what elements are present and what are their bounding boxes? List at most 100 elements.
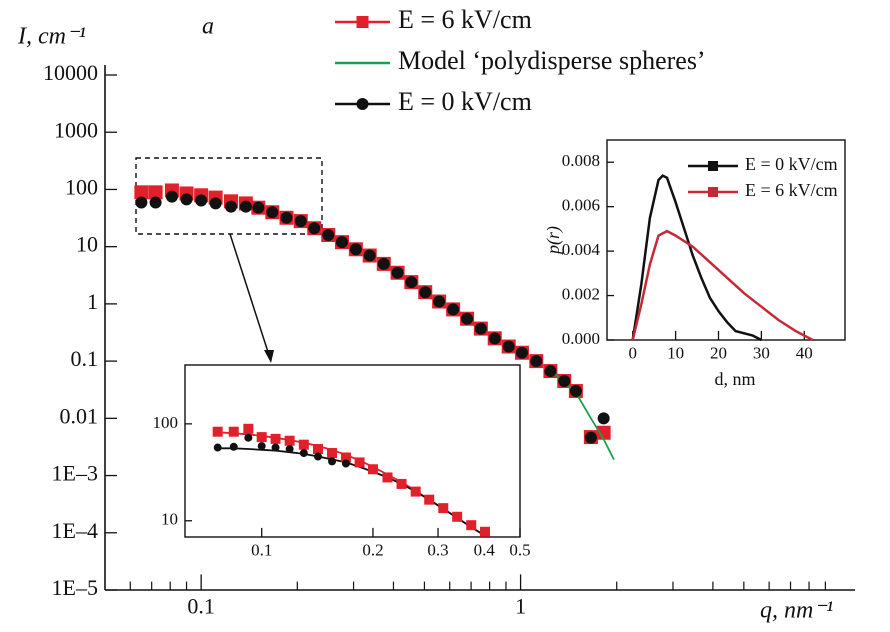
circle-marker: [280, 211, 293, 224]
y-tick-label: 0.000: [562, 329, 600, 348]
y-tick-label: 0.1: [71, 346, 99, 371]
circle-marker: [391, 266, 404, 279]
circle-marker: [224, 200, 237, 213]
circle-marker: [405, 276, 418, 289]
circle-marker: [515, 346, 528, 359]
square-marker: [596, 425, 611, 440]
circle-marker: [569, 385, 582, 398]
circle-marker: [419, 286, 432, 299]
circle-marker: [165, 190, 178, 203]
circle-marker: [313, 452, 322, 461]
square-marker: [354, 457, 365, 468]
x-tick-label: 0: [628, 343, 637, 362]
y-tick-label: 100: [65, 174, 98, 199]
y-axis-label: p(r): [543, 226, 564, 256]
circle-marker: [213, 443, 222, 452]
circle-marker: [558, 374, 571, 387]
circle-marker: [474, 322, 487, 335]
square-marker: [256, 432, 267, 443]
x-axis-label: q, nm⁻¹: [760, 598, 833, 624]
legend-label: E = 0 kV/cm: [398, 87, 532, 116]
y-tick-label: 1: [87, 289, 98, 314]
square-marker: [452, 511, 463, 522]
circle-marker: [195, 194, 208, 207]
x-tick-label: 0.5: [509, 540, 530, 559]
circle-marker: [433, 295, 446, 308]
y-tick-label: 0.008: [562, 151, 600, 170]
circle-marker: [244, 433, 253, 442]
square-marker: [367, 464, 378, 475]
circle-marker: [349, 243, 362, 256]
circle-marker: [597, 412, 610, 425]
circle-marker: [266, 206, 279, 219]
square-marker: [340, 452, 351, 463]
square-marker: [424, 494, 435, 505]
series-line: [631, 174, 762, 342]
square-marker: [312, 444, 323, 455]
circle-marker: [341, 459, 350, 468]
zoom-arrow: [229, 233, 269, 353]
legend-label: E = 0 kV/cm: [745, 154, 838, 174]
y-tick-label: 0.006: [562, 196, 600, 215]
square-marker: [243, 423, 254, 434]
x-tick-label: 0.1: [251, 540, 272, 559]
square-marker: [134, 185, 149, 200]
plot-frame: [184, 364, 521, 538]
x-tick-label: 0.1: [187, 594, 215, 619]
square-marker: [466, 520, 477, 531]
square-marker: [228, 426, 239, 437]
square-marker: [212, 426, 223, 437]
x-tick-label: 1: [515, 594, 526, 619]
panel-label: a: [202, 14, 214, 40]
x-tick-label: 20: [710, 343, 727, 362]
square-marker: [438, 503, 449, 514]
x-tick-label: 30: [753, 343, 770, 362]
y-tick-label: 0.002: [562, 284, 600, 303]
legend-marker: [356, 98, 369, 110]
y-tick-label: 1E–4: [52, 518, 98, 543]
circle-marker: [257, 442, 266, 451]
legend-marker: [356, 16, 369, 28]
circle-marker: [584, 431, 597, 444]
legend-marker: [708, 187, 718, 197]
y-tick-label: 100: [153, 413, 179, 432]
circle-marker: [180, 193, 193, 206]
square-marker: [396, 478, 407, 489]
legend-label: E = 6 kV/cm: [745, 180, 838, 200]
circle-marker: [530, 355, 543, 368]
square-marker: [298, 439, 309, 450]
y-tick-label: 1000: [54, 117, 98, 142]
x-axis-label: d, nm: [714, 369, 755, 389]
y-tick-label: 10: [161, 510, 178, 529]
circle-marker: [299, 449, 308, 458]
circle-marker: [294, 215, 307, 228]
arrow-head: [264, 350, 274, 363]
square-marker: [270, 433, 281, 444]
x-tick-label: 0.2: [362, 540, 383, 559]
circle-marker: [308, 222, 321, 235]
circle-marker: [544, 365, 557, 378]
circle-marker: [502, 340, 515, 353]
circle-marker: [363, 249, 376, 262]
circle-marker: [447, 303, 460, 316]
square-marker: [410, 486, 421, 497]
legend-label: E = 6 kV/cm: [398, 5, 532, 34]
x-tick-label: 10: [667, 343, 684, 362]
circle-marker: [322, 228, 335, 241]
circle-marker: [271, 443, 280, 452]
circle-marker: [285, 445, 294, 454]
y-tick-label: 10: [76, 232, 98, 257]
x-tick-label: 0.3: [427, 540, 448, 559]
square-marker: [479, 526, 490, 537]
square-marker: [148, 185, 163, 200]
circle-marker: [149, 196, 162, 209]
circle-marker: [209, 197, 222, 210]
circle-marker: [135, 196, 148, 209]
circle-marker: [229, 442, 238, 451]
circle-marker: [328, 457, 337, 466]
square-marker: [382, 472, 393, 483]
circle-marker: [461, 312, 474, 325]
y-tick-label: 0.01: [60, 403, 99, 428]
y-tick-label: 1E–5: [52, 575, 98, 600]
